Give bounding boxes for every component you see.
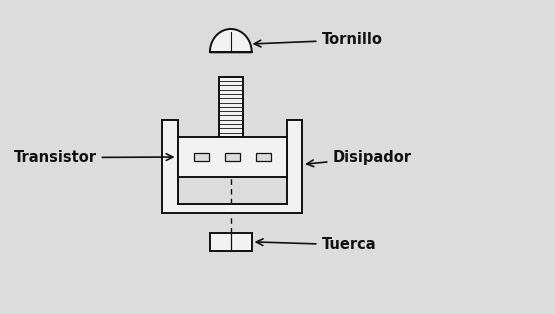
Text: Tornillo: Tornillo <box>254 32 382 47</box>
Text: Transistor: Transistor <box>14 150 173 165</box>
Bar <box>162 204 302 213</box>
Bar <box>210 233 251 251</box>
Bar <box>255 153 271 161</box>
Bar <box>219 77 243 137</box>
Polygon shape <box>210 29 251 52</box>
Bar <box>178 137 287 177</box>
Bar <box>287 120 302 213</box>
Bar <box>162 120 178 213</box>
Bar <box>194 153 209 161</box>
Text: Tuerca: Tuerca <box>256 237 376 252</box>
Text: Disipador: Disipador <box>307 150 411 167</box>
Bar <box>225 153 240 161</box>
